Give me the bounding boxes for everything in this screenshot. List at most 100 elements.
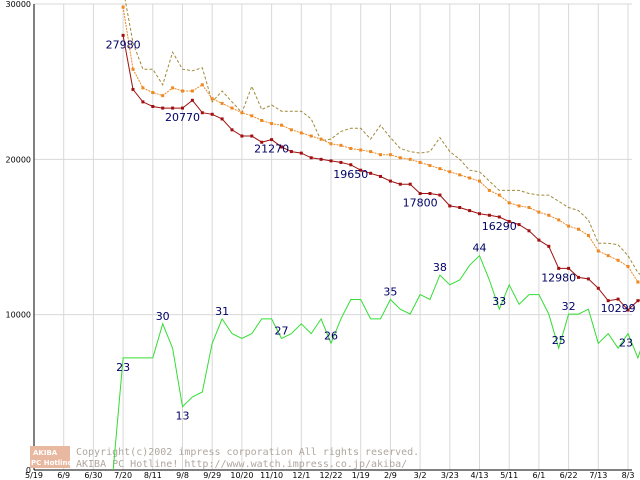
akiba-logo-text: AKIBA <box>33 449 58 457</box>
series-point-min <box>468 209 472 213</box>
series-point-min <box>557 266 561 270</box>
x-tick-label: 8/3 <box>622 471 635 480</box>
x-tick-label: 6/30 <box>84 471 102 480</box>
series-point-average <box>478 179 481 183</box>
series-point-min <box>537 238 541 242</box>
series-line-average <box>122 7 640 285</box>
series-point-min <box>428 192 432 196</box>
akiba-logo-subtext: PC Hotline! <box>31 459 75 467</box>
series-point-average <box>299 131 303 135</box>
watermark: AKIBA PC Hotline! Copyright(c)2002 impre… <box>30 446 419 470</box>
x-tick-label: 5/11 <box>500 471 518 480</box>
series-point-min <box>596 286 600 290</box>
series-point-min <box>319 157 323 161</box>
data-label-shop-count: 35 <box>383 285 397 298</box>
x-tick-label: 2/9 <box>384 471 397 480</box>
series-point-min <box>309 156 313 160</box>
series-line-max <box>124 0 640 275</box>
series-point-min <box>388 179 392 183</box>
series-point-min <box>636 299 640 303</box>
x-tick-label: 10/20 <box>230 471 253 480</box>
x-tick-label: 5/19 <box>25 471 43 480</box>
series-point-min <box>260 140 264 144</box>
series-point-average <box>557 218 561 222</box>
series-point-min <box>270 138 274 142</box>
data-label-shop-count: 23 <box>116 361 130 374</box>
series-point-min <box>507 219 511 223</box>
series-point-average <box>141 86 145 90</box>
series-point-min <box>567 266 571 270</box>
series-point-min <box>220 117 224 121</box>
series-point-average <box>200 83 204 87</box>
series-point-min <box>418 192 422 196</box>
series-point-min <box>626 308 630 312</box>
series-point-average <box>121 5 125 9</box>
y-tick-label: 0 <box>26 466 31 475</box>
data-label-shop-count: 25 <box>552 334 566 347</box>
series-point-average <box>190 89 194 93</box>
series-point-average <box>537 210 541 214</box>
series-point-average <box>507 201 511 205</box>
series-point-average <box>250 114 254 118</box>
series-point-average <box>260 119 264 122</box>
series-point-average <box>567 224 571 228</box>
series-point-average <box>626 265 630 269</box>
series-point-average <box>408 157 412 161</box>
series-point-min <box>606 299 610 303</box>
series-point-min <box>517 223 521 227</box>
akiba-logo-box <box>30 446 70 468</box>
series-point-min <box>577 275 580 279</box>
y-tick-label: 20000 <box>6 155 31 164</box>
series-point-average <box>448 170 452 174</box>
series-point-average <box>359 148 363 152</box>
data-label-shop-count: 44 <box>473 242 487 255</box>
data-label-shop-count: 23 <box>619 337 633 350</box>
series-point-average <box>181 89 184 93</box>
series-point-min <box>586 277 590 281</box>
series-point-average <box>616 258 620 262</box>
series-point-min <box>190 98 194 102</box>
series-point-min <box>121 33 125 37</box>
series-point-average <box>458 173 462 177</box>
series-point-min <box>458 205 462 209</box>
data-label-min: 10299 <box>601 302 636 315</box>
data-label-shop-count: 13 <box>176 410 190 423</box>
x-tick-label: 6/22 <box>560 471 578 480</box>
series-point-min <box>359 168 363 172</box>
series-point-average <box>309 134 313 138</box>
series-point-min <box>478 212 481 216</box>
series-point-average <box>547 213 551 217</box>
series-point-min <box>289 150 293 154</box>
series-point-min <box>299 151 303 155</box>
data-label-min: 21270 <box>254 143 289 156</box>
x-tick-label: 12/22 <box>319 471 342 480</box>
series-point-average <box>210 97 214 101</box>
x-tick-label: 7/13 <box>589 471 607 480</box>
x-tick-label: 3/2 <box>414 471 427 480</box>
series-line-min <box>122 35 640 311</box>
series-point-average <box>497 193 501 197</box>
series-point-min <box>369 171 373 175</box>
series-point-average <box>280 123 283 127</box>
series-point-min <box>200 111 204 115</box>
series-point-average <box>131 67 135 71</box>
series-point-average <box>171 86 175 90</box>
data-label-shop-count: 27 <box>275 324 289 337</box>
series-point-min <box>616 297 620 301</box>
x-tick-label: 9/8 <box>176 471 189 480</box>
data-labels: 27980 20770 21270 19650 17800 16290 12980 10299… <box>106 38 636 422</box>
series-point-average <box>388 153 392 157</box>
y-tick-label: 30000 <box>6 0 31 9</box>
series-point-average <box>418 160 422 164</box>
series-point-average <box>289 128 293 132</box>
series-point-min <box>438 193 442 197</box>
series-point-average <box>369 150 373 154</box>
series-point-average <box>487 188 491 192</box>
x-tick-label: 8/11 <box>144 471 162 480</box>
series-point-min <box>181 106 184 110</box>
url-line: AKIBA PC Hotline! http://www.watch.impre… <box>76 459 407 470</box>
series-point-average <box>161 94 165 98</box>
series-point-average <box>349 146 353 150</box>
series-point-min <box>349 163 353 167</box>
x-tick-label: 6/9 <box>57 471 70 480</box>
